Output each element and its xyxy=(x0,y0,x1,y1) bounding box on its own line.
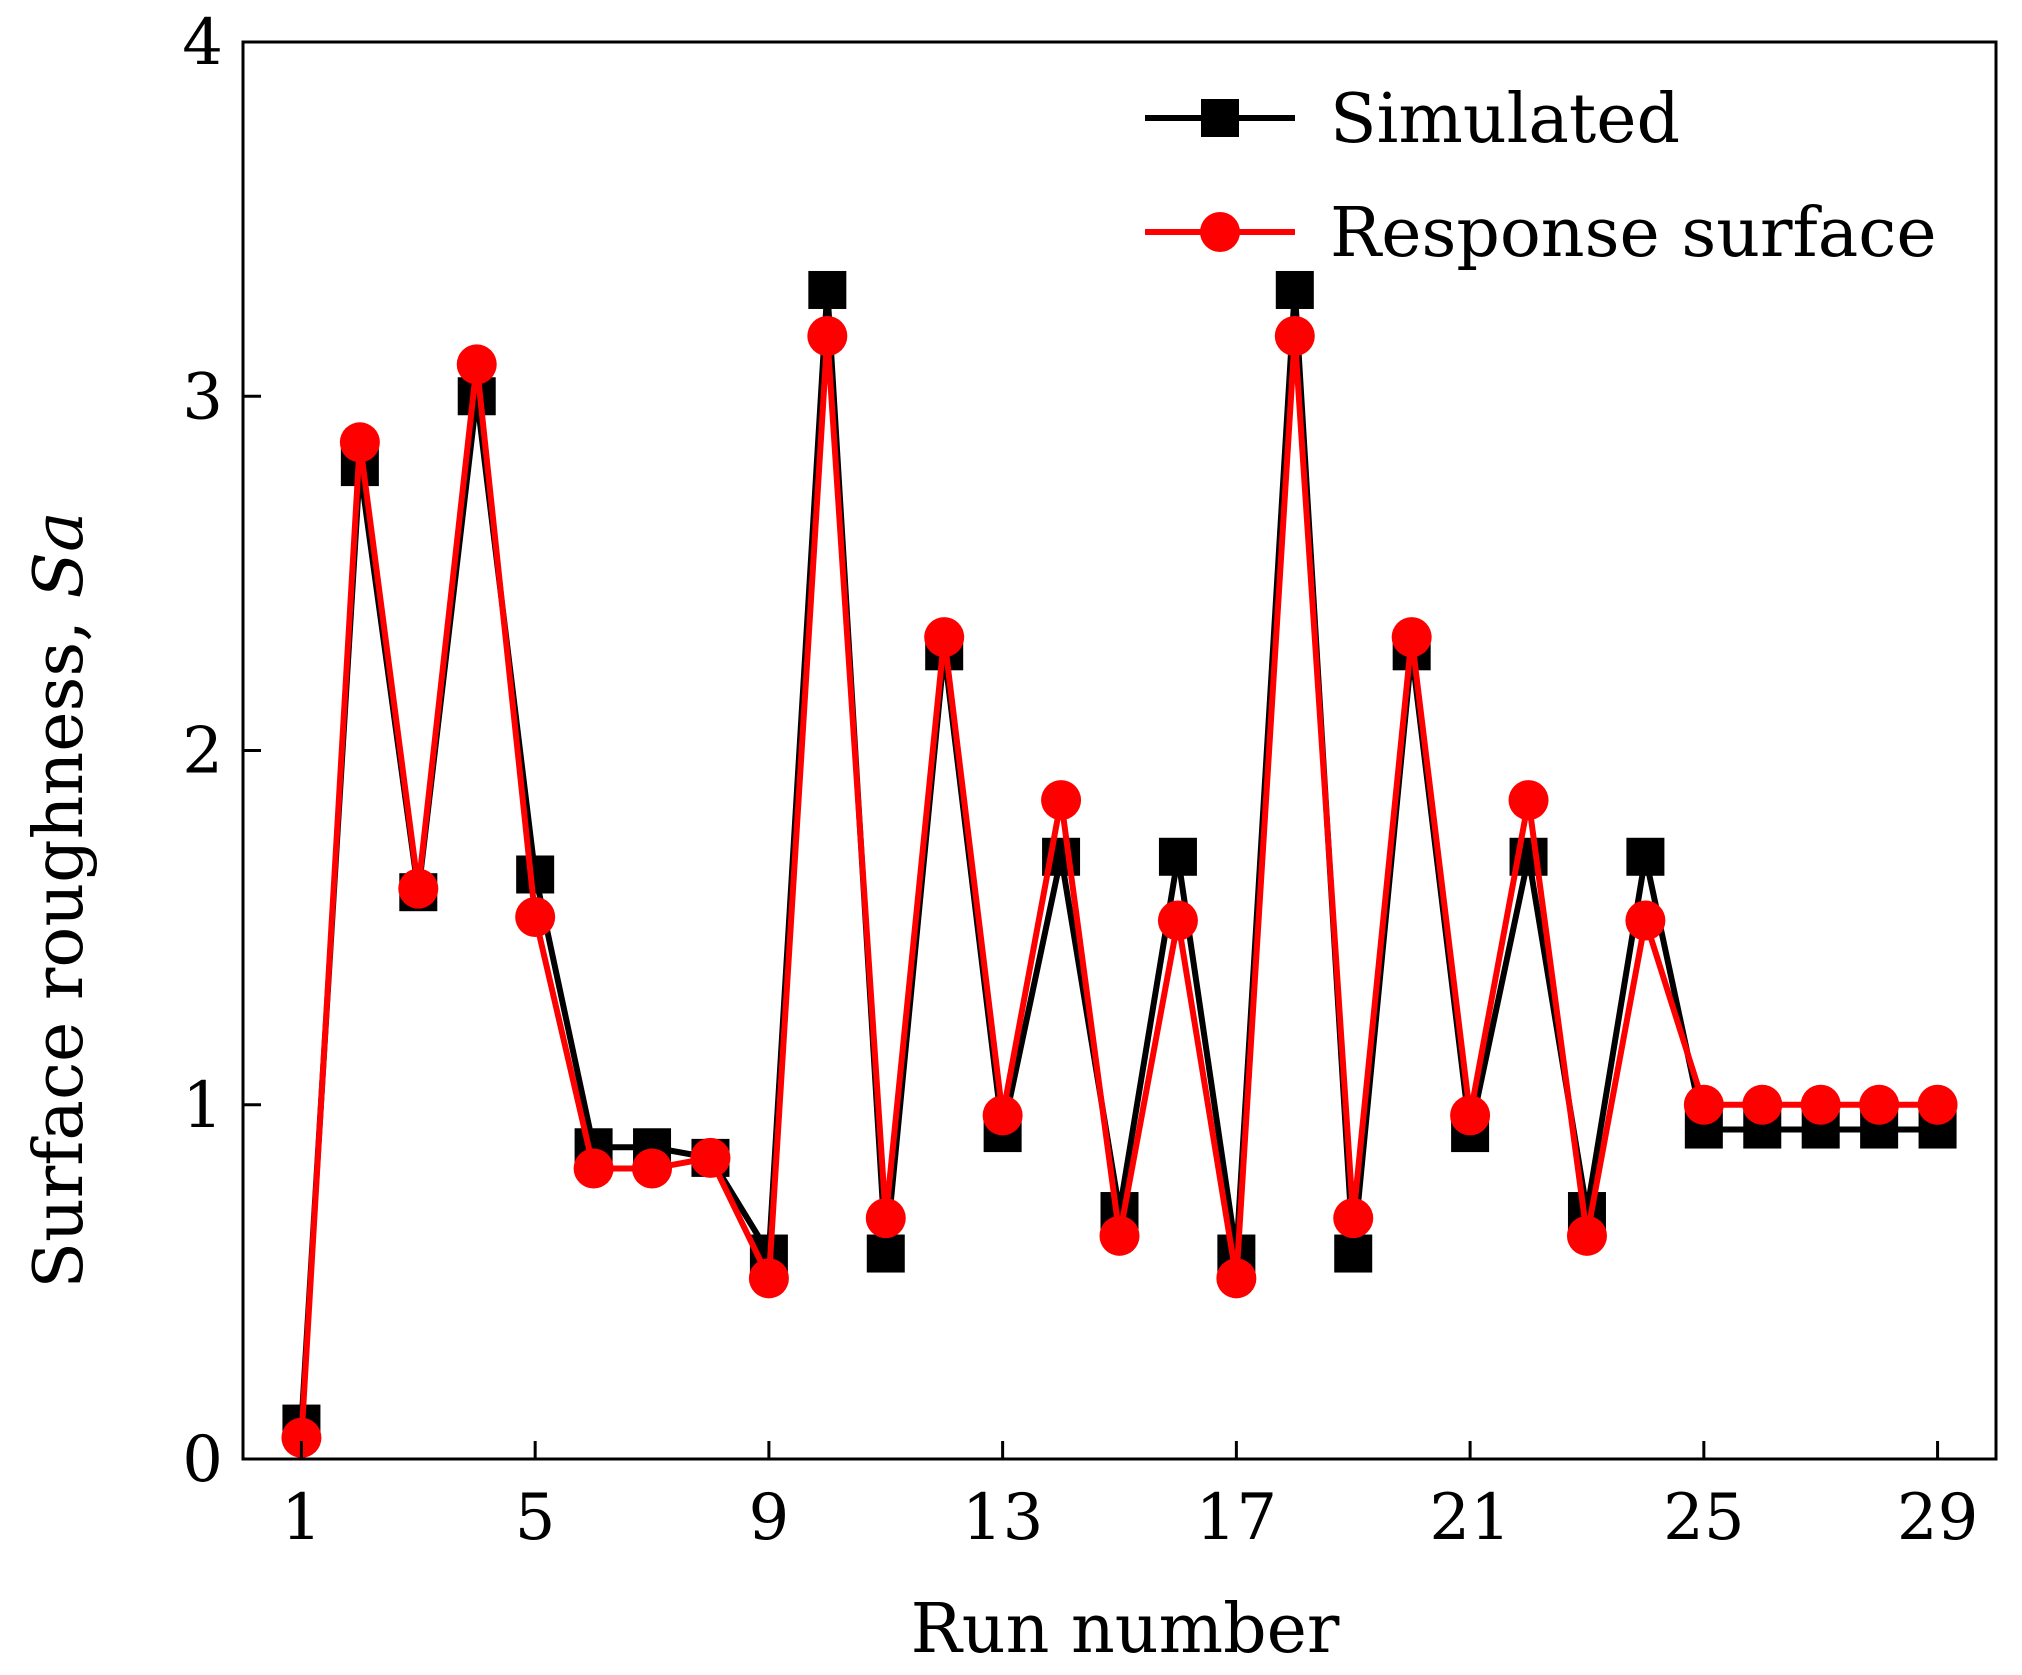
point-response-surface-run-19 xyxy=(1333,1198,1374,1239)
y-axis-title: Surface roughness, Sa xyxy=(20,511,99,1288)
legend-label-simulated: Simulated xyxy=(1330,80,1680,159)
x-tick-label-25: 25 xyxy=(1663,1481,1744,1555)
y-tick-label-4: 4 xyxy=(182,6,223,80)
point-response-surface-run-2 xyxy=(339,422,380,463)
point-response-surface-run-16 xyxy=(1157,900,1198,941)
legend-item-response-surface: Response surface xyxy=(1145,194,1937,273)
point-response-surface-run-28 xyxy=(1859,1084,1900,1125)
x-tick-label-21: 21 xyxy=(1429,1481,1510,1555)
y-tick-label-1: 1 xyxy=(182,1069,223,1143)
point-simulated-run-16 xyxy=(1158,837,1197,876)
x-tick-label-29: 29 xyxy=(1897,1481,1978,1555)
point-response-surface-run-10 xyxy=(807,316,848,357)
point-response-surface-run-29 xyxy=(1917,1084,1958,1125)
point-response-surface-run-5 xyxy=(515,896,556,937)
point-simulated-run-18 xyxy=(1275,270,1314,309)
y-axis-title-symbol: Sa xyxy=(20,511,99,598)
y-tick-label-3: 3 xyxy=(182,360,223,434)
point-simulated-run-11 xyxy=(866,1234,905,1273)
point-response-surface-run-15 xyxy=(1099,1215,1140,1256)
point-response-surface-run-17 xyxy=(1216,1258,1257,1299)
point-simulated-run-10 xyxy=(808,270,847,309)
series-response-surface xyxy=(281,316,1958,1458)
point-response-surface-run-6 xyxy=(573,1148,614,1189)
x-axis-title: Run number xyxy=(911,1590,1340,1669)
point-response-surface-run-13 xyxy=(982,1095,1023,1136)
point-response-surface-run-7 xyxy=(632,1148,673,1189)
x-tick-label-1: 1 xyxy=(281,1481,322,1555)
legend-item-simulated: Simulated xyxy=(1145,80,1680,159)
point-response-surface-run-22 xyxy=(1508,780,1549,821)
y-tick-label-2: 2 xyxy=(182,715,223,789)
point-response-surface-run-21 xyxy=(1450,1095,1491,1136)
point-response-surface-run-18 xyxy=(1274,316,1315,357)
point-response-surface-run-27 xyxy=(1800,1084,1841,1125)
point-response-surface-run-9 xyxy=(748,1258,789,1299)
legend-marker-response-surface xyxy=(1200,212,1240,252)
point-response-surface-run-11 xyxy=(865,1198,906,1239)
point-response-surface-run-8 xyxy=(690,1137,731,1178)
point-response-surface-run-20 xyxy=(1391,617,1432,658)
legend-label-response-surface: Response surface xyxy=(1330,194,1937,273)
point-simulated-run-19 xyxy=(1334,1234,1373,1273)
point-response-surface-run-23 xyxy=(1566,1215,1607,1256)
point-response-surface-run-26 xyxy=(1742,1084,1783,1125)
x-tick-label-13: 13 xyxy=(962,1481,1043,1555)
x-tick-label-9: 9 xyxy=(749,1481,790,1555)
y-tick-label-0: 0 xyxy=(182,1423,223,1497)
y-axis-title-text: Surface roughness, xyxy=(20,598,99,1288)
x-tick-label-5: 5 xyxy=(515,1481,556,1555)
point-response-surface-run-3 xyxy=(398,868,439,909)
point-simulated-run-5 xyxy=(516,855,555,894)
point-simulated-run-24 xyxy=(1626,837,1665,876)
legend-marker-simulated xyxy=(1201,99,1239,137)
point-response-surface-run-1 xyxy=(281,1417,322,1458)
point-response-surface-run-14 xyxy=(1041,780,1082,821)
point-response-surface-run-25 xyxy=(1683,1084,1724,1125)
point-response-surface-run-24 xyxy=(1625,900,1666,941)
point-response-surface-run-12 xyxy=(924,617,965,658)
x-tick-label-17: 17 xyxy=(1196,1481,1277,1555)
point-response-surface-run-4 xyxy=(456,344,497,385)
